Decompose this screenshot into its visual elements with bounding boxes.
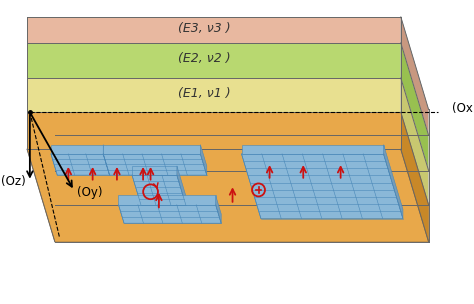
Polygon shape (27, 149, 428, 242)
Polygon shape (241, 145, 383, 154)
Polygon shape (51, 154, 109, 175)
Polygon shape (401, 43, 428, 171)
Polygon shape (201, 145, 207, 175)
Polygon shape (401, 17, 428, 135)
Polygon shape (132, 175, 186, 205)
Polygon shape (103, 154, 207, 175)
Polygon shape (103, 145, 109, 175)
Text: (Oz): (Oz) (1, 175, 26, 188)
Polygon shape (51, 145, 103, 154)
Polygon shape (118, 205, 221, 223)
Polygon shape (118, 195, 216, 205)
Polygon shape (132, 166, 177, 175)
Polygon shape (241, 154, 403, 219)
Polygon shape (216, 195, 221, 223)
Polygon shape (103, 145, 201, 154)
Polygon shape (383, 145, 403, 219)
Text: (E1, ν1 ): (E1, ν1 ) (178, 87, 231, 100)
Polygon shape (401, 78, 428, 205)
Polygon shape (401, 112, 428, 242)
Polygon shape (27, 43, 401, 78)
Polygon shape (27, 112, 401, 149)
Text: (Ox): (Ox) (452, 102, 474, 115)
Polygon shape (27, 78, 401, 112)
Polygon shape (177, 166, 186, 205)
Polygon shape (27, 17, 401, 43)
Text: (Oy): (Oy) (77, 186, 102, 199)
Text: (E2, ν2 ): (E2, ν2 ) (178, 52, 231, 65)
Text: (E3, ν3 ): (E3, ν3 ) (178, 22, 231, 35)
